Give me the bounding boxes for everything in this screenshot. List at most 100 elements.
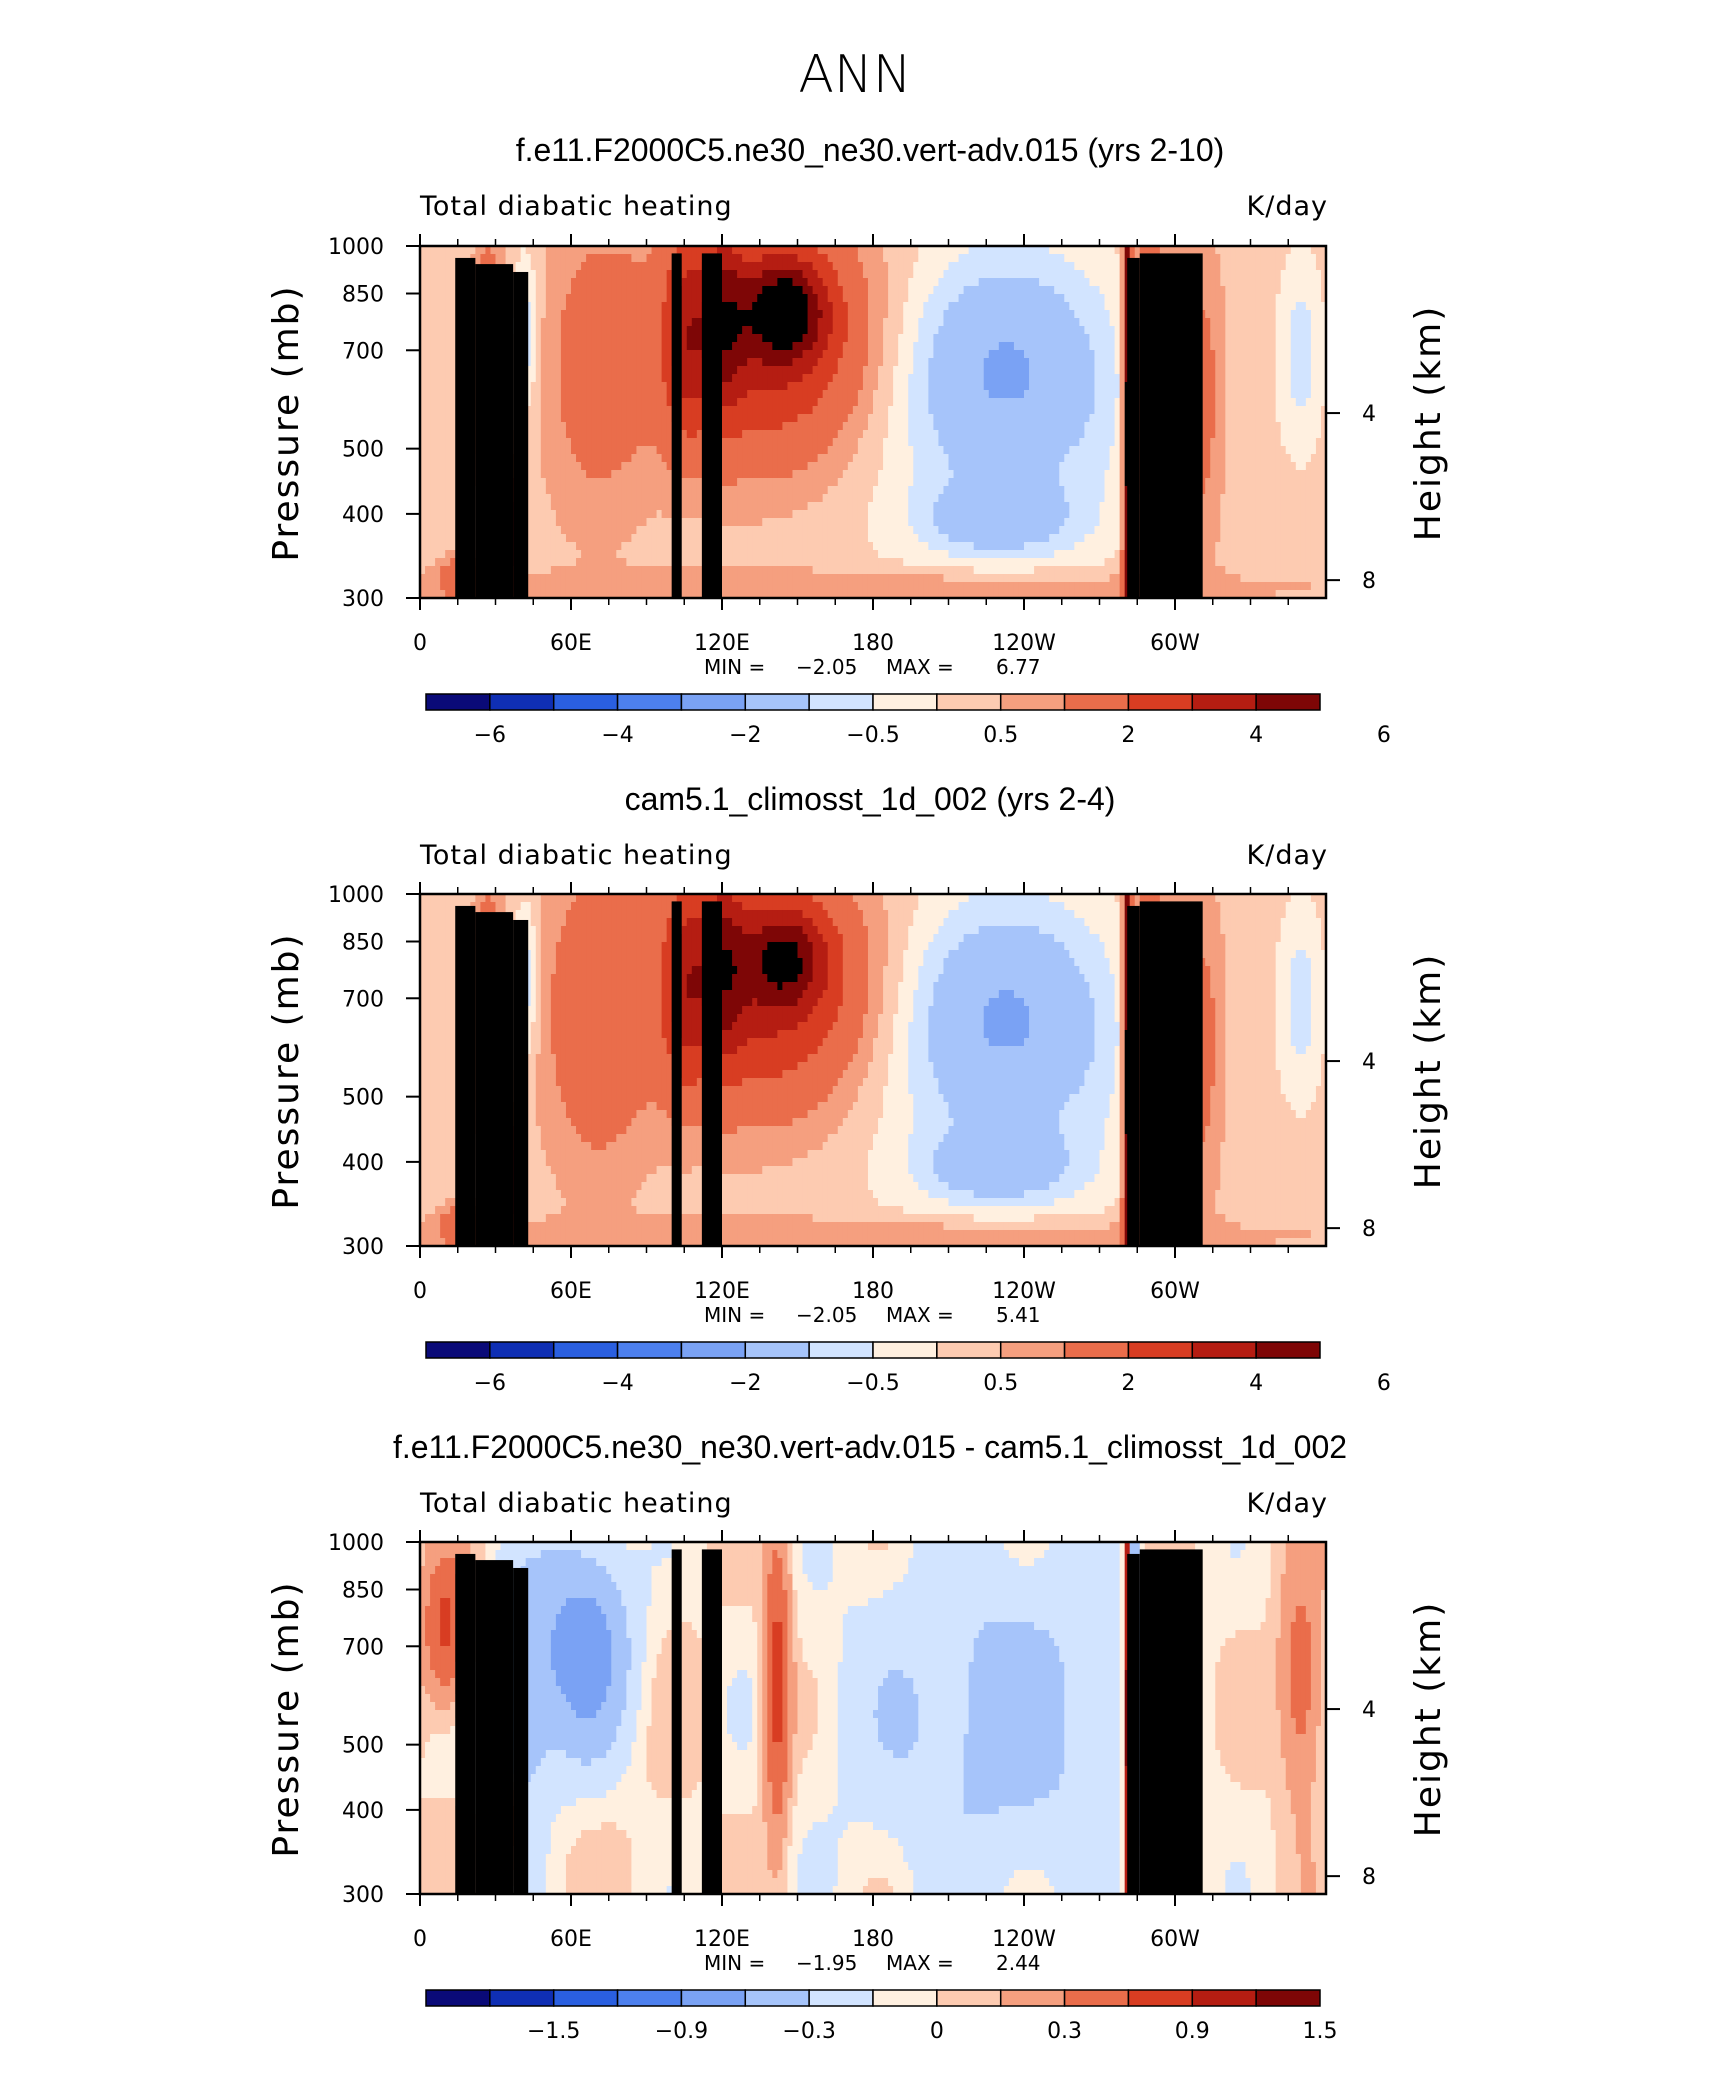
heatmap-cell <box>1049 366 1055 375</box>
heatmap-cell <box>1099 454 1106 463</box>
heatmap-cell <box>752 414 758 423</box>
heatmap-cell <box>797 438 804 447</box>
heatmap-cell <box>1215 302 1221 311</box>
heatmap-cell <box>581 254 587 263</box>
heatmap-cell <box>586 350 592 359</box>
heatmap-cell <box>1049 342 1055 351</box>
heatmap-cell <box>812 294 819 303</box>
heatmap-cell <box>1013 462 1020 471</box>
heatmap-cell <box>772 262 778 271</box>
heatmap-cell <box>565 382 572 391</box>
heatmap-cell <box>1119 374 1126 383</box>
heatmap-cell <box>837 366 844 375</box>
heatmap-cell <box>555 254 562 263</box>
heatmap-cell <box>1300 454 1307 463</box>
heatmap-cell <box>722 390 728 399</box>
heatmap-cell <box>581 286 587 295</box>
heatmap-cell <box>596 310 602 319</box>
heatmap-cell <box>651 398 658 407</box>
heatmap-cell <box>1305 454 1312 463</box>
heatmap-cell <box>908 398 914 407</box>
heatmap-cell <box>686 430 693 439</box>
heatmap-cell <box>1275 278 1282 287</box>
heatmap-cell <box>1280 278 1287 287</box>
heatmap-cell <box>560 342 567 351</box>
heatmap-cell <box>601 430 607 439</box>
heatmap-cell <box>1245 342 1252 351</box>
heatmap-cell <box>747 438 753 447</box>
heatmap-cell <box>425 374 431 383</box>
heatmap-cell <box>1300 254 1307 263</box>
heatmap-cell <box>893 430 899 439</box>
heatmap-cell <box>918 462 924 471</box>
heatmap-cell <box>1074 334 1080 343</box>
heatmap-cell <box>440 390 446 399</box>
heatmap-cell <box>802 294 809 303</box>
heatmap-cell <box>636 382 643 391</box>
heatmap-cell <box>1205 446 1211 455</box>
heatmap-cell <box>606 254 612 263</box>
heatmap-cell <box>560 366 567 375</box>
heatmap-cell <box>1205 366 1211 375</box>
heatmap-cell <box>988 430 995 439</box>
heatmap-cell <box>938 382 945 391</box>
heatmap-cell <box>425 342 431 351</box>
heatmap-cell <box>963 374 970 383</box>
heatmap-cell <box>862 358 869 367</box>
heatmap-cell <box>1290 286 1297 295</box>
heatmap-cell <box>1305 382 1312 391</box>
heatmap-cell <box>440 398 446 407</box>
heatmap-cell <box>1109 254 1116 263</box>
heatmap-cell <box>832 374 839 383</box>
heatmap-cell <box>1220 358 1226 367</box>
heatmap-cell <box>1084 382 1091 391</box>
heatmap-cell <box>923 286 929 295</box>
heatmap-cell <box>1114 294 1121 303</box>
heatmap-cell <box>1255 270 1262 279</box>
heatmap-cell <box>757 246 763 255</box>
heatmap-cell <box>1210 262 1216 271</box>
heatmap-cell <box>1255 454 1262 463</box>
heatmap-cell <box>1255 302 1262 311</box>
heatmap-cell <box>757 462 763 471</box>
heatmap-cell <box>993 430 1000 439</box>
heatmap-cell <box>651 270 658 279</box>
heatmap-cell <box>732 334 738 343</box>
heatmap-cell <box>1310 262 1317 271</box>
heatmap-cell <box>998 430 1005 439</box>
heatmap-cell <box>1205 342 1211 351</box>
heatmap-cell <box>1215 318 1221 327</box>
heatmap-cell <box>1240 454 1247 463</box>
heatmap-cell <box>792 350 799 359</box>
heatmap-cell <box>913 326 919 335</box>
heatmap-cell <box>1225 342 1231 351</box>
heatmap-cell <box>883 366 889 375</box>
heatmap-cell <box>817 430 824 439</box>
heatmap-cell <box>576 374 582 383</box>
heatmap-cell <box>616 310 622 319</box>
heatmap-cell <box>1059 254 1065 263</box>
heatmap-cell <box>752 462 758 471</box>
heatmap-cell <box>867 262 874 271</box>
heatmap-cell <box>842 366 849 375</box>
heatmap-cell <box>983 342 990 351</box>
heatmap-cell <box>540 390 547 399</box>
heatmap-cell <box>611 414 617 423</box>
heatmap-cell <box>752 286 758 295</box>
heatmap-cell <box>873 446 879 455</box>
heatmap-cell <box>767 262 773 271</box>
heatmap-cell <box>1255 326 1262 335</box>
heatmap-cell <box>988 414 995 423</box>
heatmap-cell <box>1315 406 1322 415</box>
heatmap-cell <box>661 350 668 359</box>
heatmap-cell <box>888 446 894 455</box>
heatmap-cell <box>1270 286 1277 295</box>
heatmap-cell <box>435 246 441 255</box>
heatmap-cell <box>883 302 889 311</box>
heatmap-cell <box>1114 286 1121 295</box>
heatmap-cell <box>696 446 703 455</box>
heatmap-cell <box>1049 350 1055 359</box>
heatmap-cell <box>581 302 587 311</box>
heatmap-cell <box>1280 430 1287 439</box>
heatmap-cell <box>757 430 763 439</box>
